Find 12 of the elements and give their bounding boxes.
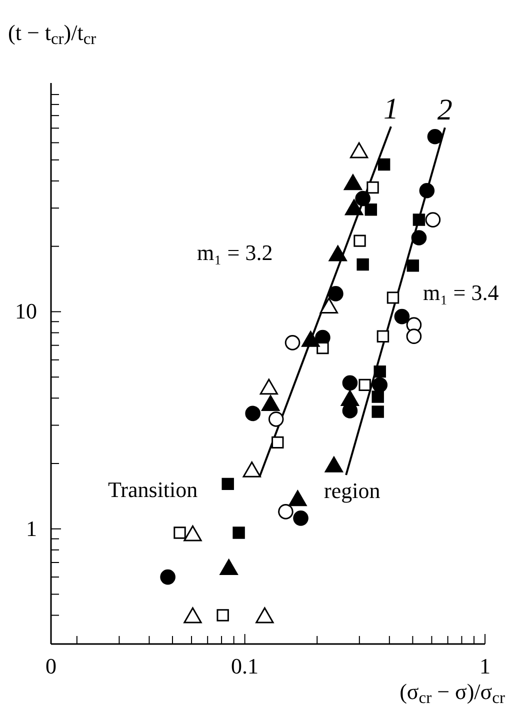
x-axis-title: (σ$_{cr}$ − σ)/σ$_{cr}$	[400, 679, 506, 708]
annotation: Transition	[108, 477, 198, 502]
annotation: m₁ = 3.2	[197, 240, 273, 266]
x-tick-label: 0	[46, 654, 56, 679]
y-axis-title: (t − t$_{cr}$)/t$_{cr}$	[8, 20, 97, 48]
annotation: m₁ = 3.4	[423, 280, 499, 306]
annotation: region	[324, 478, 380, 504]
series-label: 2	[437, 94, 452, 127]
series-label: 1	[383, 92, 398, 126]
y-tick-label: 10	[15, 298, 37, 324]
x-tick-label: 1	[480, 654, 490, 679]
x-tick-label: 0.1	[231, 654, 259, 679]
